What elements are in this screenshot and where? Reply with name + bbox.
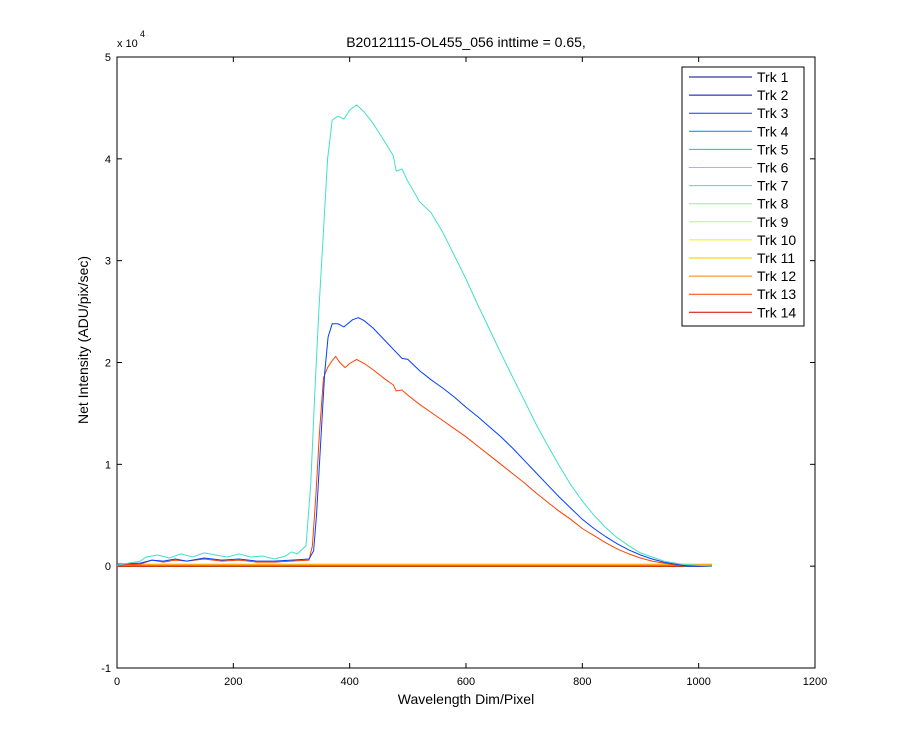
chart-title: B20121115-OL455_056 inttime = 0.65, xyxy=(346,34,586,50)
x-tick-label: 400 xyxy=(340,676,358,688)
legend-label: Trk 9 xyxy=(757,214,789,230)
legend-label: Trk 6 xyxy=(757,160,789,176)
y-exponent-base: x 10 xyxy=(117,38,138,50)
x-tick-label: 1000 xyxy=(686,676,710,688)
legend-label: Trk 7 xyxy=(757,178,789,194)
legend-label: Trk 5 xyxy=(757,141,789,157)
legend-label: Trk 2 xyxy=(757,87,789,103)
legend-label: Trk 4 xyxy=(757,123,789,139)
series-line-trk-7 xyxy=(116,104,713,567)
y-axis-label: Net Intensity (ADU/pix/sec) xyxy=(75,256,91,424)
y-tick-label: -1 xyxy=(101,663,111,675)
y-exponent-power: 4 xyxy=(140,29,145,39)
x-tick-label: 800 xyxy=(573,676,591,688)
x-tick-label: 200 xyxy=(224,676,242,688)
legend-label: Trk 11 xyxy=(757,250,795,266)
legend-box xyxy=(681,66,805,327)
x-tick-label: 600 xyxy=(457,676,475,688)
y-tick-label: 3 xyxy=(105,256,111,268)
x-tick-label: 1200 xyxy=(803,676,827,688)
legend-label: Trk 1 xyxy=(757,69,789,85)
y-tick-label: 1 xyxy=(105,459,111,471)
legend-label: Trk 8 xyxy=(757,196,789,212)
series-line-trk-13 xyxy=(116,355,713,567)
x-axis: 0 200 400 600 800 1000 1200 xyxy=(114,57,827,688)
legend-label: Trk 12 xyxy=(757,268,796,284)
y-exponent-label: x 10 4 xyxy=(117,29,145,50)
x-axis-label: Wavelength Dim/Pixel xyxy=(398,691,534,707)
legend-label: Trk 13 xyxy=(757,286,796,302)
legend-label: Trk 3 xyxy=(757,105,789,121)
x-tick-label: 0 xyxy=(114,676,120,688)
series-line-trk-3 xyxy=(116,317,712,567)
y-axis: -1 0 1 2 3 4 5 xyxy=(101,52,815,675)
legend-label: Trk 14 xyxy=(757,304,796,320)
y-tick-label: 4 xyxy=(105,154,111,166)
y-tick-label: 0 xyxy=(105,561,111,573)
y-tick-label: 5 xyxy=(105,52,111,64)
legend: Trk 1 Trk 2 Trk 3 Trk 4 Trk 5 Trk 6 Trk 7 Trk 8… xyxy=(681,66,805,327)
series-lines xyxy=(116,104,713,567)
legend-label: Trk 10 xyxy=(757,232,796,248)
y-tick-label: 2 xyxy=(105,358,111,370)
